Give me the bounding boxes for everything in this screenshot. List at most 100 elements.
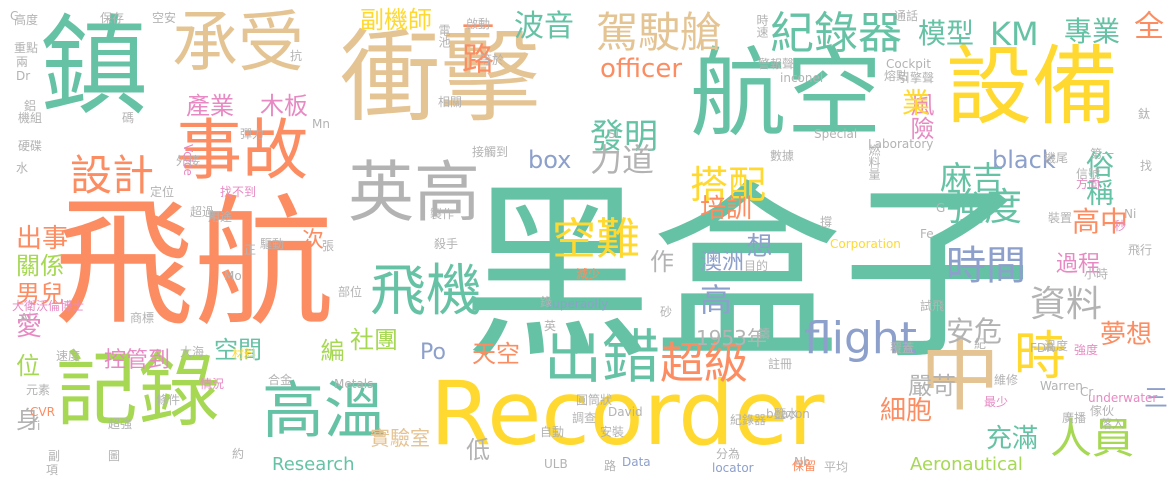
- cloud-word-term-79: 燃料量: [867, 144, 881, 180]
- cloud-word-km: KM: [990, 15, 1039, 53]
- cloud-word-term-123: 材料: [232, 347, 257, 361]
- cloud-word-beacon: beacon: [766, 407, 810, 421]
- cloud-word-term-105: 分為: [716, 447, 741, 461]
- cloud-word-term-149: 小時: [1084, 267, 1109, 281]
- cloud-word-term-64: 天空: [472, 340, 520, 368]
- cloud-word-term-152: 時速: [755, 14, 769, 38]
- cloud-word-term-77: 目的: [744, 259, 769, 273]
- cloud-word-term-85: 機尾: [1044, 151, 1069, 165]
- cloud-word-recorder: Recorder: [430, 362, 825, 465]
- cloud-word-ni: Ni: [1124, 207, 1137, 221]
- cloud-word-term-18: 駕駛艙: [596, 8, 723, 57]
- cloud-word-dr: Dr: [16, 69, 31, 83]
- cloud-word-term-132: 超過: [190, 205, 215, 219]
- cloud-word-term-166: 英: [544, 319, 557, 333]
- cloud-word-term-11: 中: [920, 329, 1000, 422]
- cloud-word-mn: Mn: [312, 117, 330, 131]
- cloud-word-term-49: 作: [650, 248, 674, 276]
- cloud-word-voice: Voice: [181, 144, 195, 176]
- cloud-word-term-140: 殺手: [434, 237, 459, 251]
- cloud-word-term-69: 三: [1144, 384, 1168, 412]
- cloud-word-term-143: 自動: [540, 425, 565, 439]
- cloud-word-term-13: 高溫: [262, 374, 387, 447]
- cloud-word-data: Data: [622, 455, 651, 469]
- cloud-word-box: box: [528, 146, 572, 174]
- cloud-word-term-142: 圓筒狀: [576, 393, 613, 407]
- cloud-word-term-128: 用途: [208, 210, 233, 224]
- cloud-word-term-26: 空難: [552, 214, 640, 265]
- cloud-word-term-16: 設計: [70, 151, 155, 200]
- cloud-word-term-3: 鎮: [40, 5, 149, 130]
- cloud-word-term-156: 保存: [100, 11, 125, 25]
- cloud-word-term-131: 定位: [150, 185, 175, 199]
- cloud-word-term-9: 承受: [172, 4, 304, 81]
- cloud-word-term-55: 位: [16, 352, 40, 380]
- cloud-word-term-27: 超級: [660, 338, 748, 389]
- cloud-word-mo: Mo: [224, 269, 242, 283]
- cloud-word-flight: flight: [804, 313, 918, 364]
- cloud-word-term-171: 副: [48, 449, 61, 463]
- cloud-word-term-45: 業: [898, 88, 931, 116]
- cloud-word-term-20: 人員: [1050, 414, 1135, 463]
- cloud-word-term-139: 部位: [338, 285, 363, 299]
- cloud-word-warren: Warren: [1040, 379, 1083, 393]
- cloud-word-term-114: 最少: [984, 395, 1009, 409]
- cloud-word-term-14: 出錯: [544, 323, 661, 391]
- cloud-word-term-154: 熔點: [884, 69, 909, 83]
- cloud-word-term-116: 高度: [14, 13, 39, 27]
- cloud-word-fe: Fe: [920, 227, 934, 241]
- cloud-word-term-44: 風險: [906, 92, 934, 140]
- cloud-word-term-129: 找不到: [220, 185, 257, 199]
- cloud-word-term-141: 減少: [576, 267, 601, 281]
- cloud-word-term-146: 覆蓋: [890, 341, 915, 355]
- cloud-word-term-92: 大衛沃倫博士: [12, 299, 85, 313]
- cloud-word-term-110: 溫度: [1044, 339, 1069, 353]
- cloud-word-term-25: 強度: [946, 185, 1023, 229]
- cloud-word-term-61: 編: [316, 338, 344, 362]
- cloud-word-term-155: 裝置: [1048, 211, 1073, 225]
- cloud-word-nb: Nb: [794, 455, 811, 469]
- cloud-word-term-177: 圖: [108, 449, 121, 463]
- cloud-word-term-138: 相關: [438, 95, 463, 109]
- cloud-word-term-148: 飛行: [1128, 243, 1153, 257]
- cloud-word-term-80: 數據: [770, 149, 795, 163]
- cloud-word-term-70: 嚴苛: [908, 372, 956, 400]
- cloud-word-term-19: 時: [1014, 327, 1067, 387]
- cloud-word-term-168: 砂: [660, 305, 673, 319]
- cloud-word-term-173: 正: [244, 243, 257, 257]
- cloud-word-term-15: 飛機: [370, 259, 482, 324]
- cloud-word-term-104: 平均: [824, 460, 849, 474]
- cloud-word-term-33: 一路: [457, 10, 495, 74]
- cloud-word-term-60: 空間: [214, 336, 262, 364]
- cloud-word-term-161: 找: [1140, 159, 1153, 173]
- cloud-word-superaolly: superaolly: [546, 297, 609, 311]
- cloud-word-term-10: 事故: [176, 112, 308, 189]
- cloud-word-term-43: 俗稱: [1082, 150, 1115, 206]
- cloud-word-special: Special: [814, 127, 858, 141]
- cloud-word-term-2: 飛航: [54, 183, 335, 346]
- cloud-word-term-8: 記錄: [56, 343, 221, 438]
- cloud-word-term-1: 黑盒子: [462, 164, 1033, 385]
- cloud-word-term-59: 安危: [946, 315, 1003, 348]
- cloud-word-research: Research: [272, 454, 355, 475]
- cloud-word-term-4: 衝擊: [340, 19, 540, 136]
- cloud-word-term-150: 第一: [1090, 147, 1115, 161]
- cloud-word-term-113: 維修: [994, 373, 1019, 387]
- cloud-word-fdr: FDR: [1030, 341, 1055, 355]
- cloud-word-inconel: inconel: [780, 71, 824, 85]
- cloud-word-term-86: 信號: [1076, 167, 1101, 181]
- cloud-word-term-159: 張: [322, 239, 335, 253]
- cloud-word-term-48: 想: [742, 232, 772, 258]
- cloud-word-ulb: ULB: [544, 457, 568, 471]
- cloud-word-term-115: 廣播: [1062, 411, 1087, 425]
- cloud-word-term-74: 實驗室: [370, 426, 430, 450]
- cloud-word-cr: Cr: [1080, 385, 1094, 399]
- cloud-word-term-58: 澳洲: [700, 250, 745, 275]
- cloud-word-term-30: 力道: [590, 141, 655, 179]
- cloud-word-term-53: 男兒: [16, 280, 64, 308]
- cloud-word-term-169: 路: [604, 459, 617, 473]
- cloud-word-term-136: 製作: [430, 207, 455, 221]
- cloud-word-term-158: 抗: [290, 49, 303, 63]
- cloud-word-term-39: 全: [1128, 10, 1163, 40]
